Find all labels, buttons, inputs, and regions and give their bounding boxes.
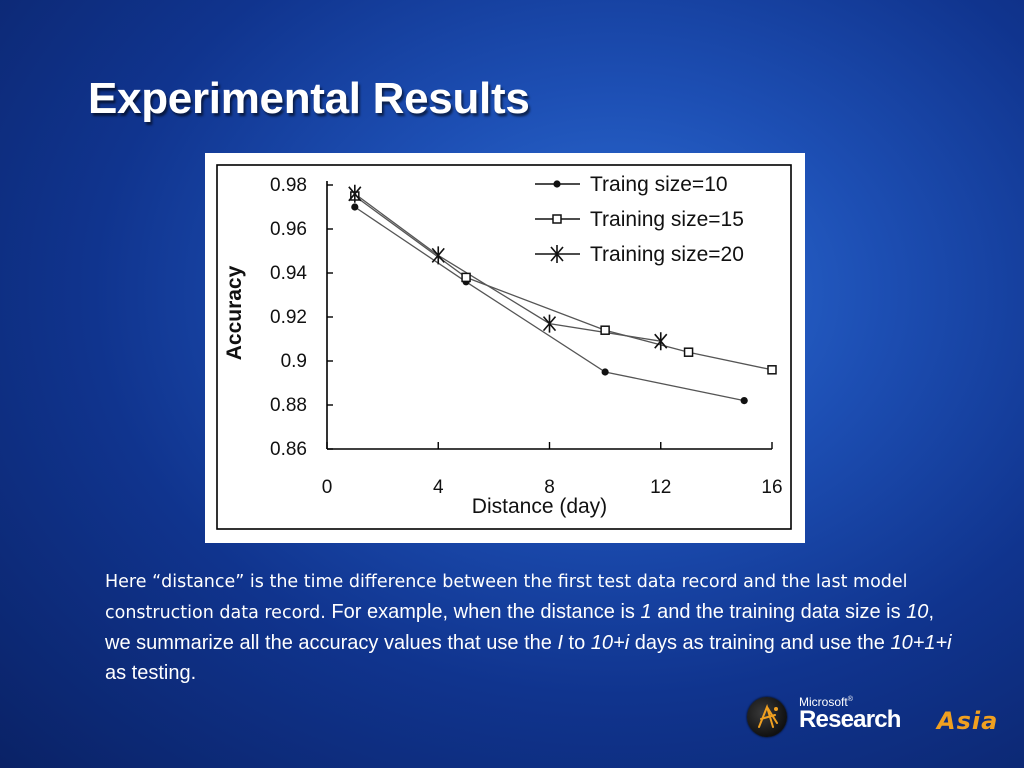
body-value-size: 10 xyxy=(906,601,929,623)
data-point xyxy=(553,180,561,188)
chart-border xyxy=(216,164,792,530)
legend-label: Traing size=10 xyxy=(590,173,728,196)
data-point xyxy=(542,314,557,333)
y-axis-label: Accuracy xyxy=(223,265,246,360)
y-tick-label: 0.86 xyxy=(270,439,307,460)
data-point xyxy=(683,347,694,357)
x-axis-label: Distance (day) xyxy=(472,495,607,518)
series-line xyxy=(354,206,745,402)
y-tick-label: 0.94 xyxy=(270,263,307,284)
accuracy-chart: 0.86 0.88 0.9 0.92 0.94 0.96 0.98 0 4 8 12 16 Distan… xyxy=(205,153,805,543)
logo-microsoft: Microsoft® xyxy=(799,695,853,709)
body-text-3: and the training data size is xyxy=(651,601,907,623)
body-value-end: 10+i xyxy=(590,632,630,654)
logo-research: Research xyxy=(799,706,901,733)
legend-label: Training size=20 xyxy=(590,243,744,266)
y-tick-label: 0.9 xyxy=(281,351,307,372)
y-tick-label: 0.92 xyxy=(270,307,307,328)
data-point xyxy=(550,245,564,263)
body-definition: Here “distance” is the time difference b… xyxy=(105,572,908,623)
x-tick-label: 12 xyxy=(650,477,671,498)
body-value-distance: 1 xyxy=(640,601,652,623)
legend-label: Training size=15 xyxy=(590,208,744,231)
y-tick-label: 0.96 xyxy=(270,219,307,240)
data-point xyxy=(552,214,562,224)
body-value-test: 10+1+i xyxy=(890,632,952,654)
slide-title: Experimental Results xyxy=(88,74,530,123)
data-point xyxy=(740,397,748,405)
body-text-4: , we summarize all the accuracy values t… xyxy=(105,601,934,654)
x-tick-label: 16 xyxy=(761,477,782,498)
y-tick-label: 0.88 xyxy=(270,395,307,416)
data-point xyxy=(348,184,362,203)
x-tick-label: 0 xyxy=(322,477,333,498)
data-point xyxy=(600,325,610,335)
data-point xyxy=(767,365,777,375)
msra-emblem-icon xyxy=(747,697,787,737)
body-value-start: I xyxy=(557,632,563,654)
data-point xyxy=(431,246,445,265)
y-tick-label: 0.98 xyxy=(270,175,307,196)
slide-body: Here “distance” is the time difference b… xyxy=(105,566,965,688)
data-point xyxy=(461,272,471,283)
msra-logo: Microsoft® Research Asia xyxy=(747,695,997,745)
body-text-7: as testing. xyxy=(105,662,197,684)
data-point xyxy=(351,203,359,211)
x-tick-label: 4 xyxy=(433,477,444,498)
body-text-2: For example, when the distance is xyxy=(325,601,641,623)
body-text-5: to xyxy=(563,632,591,654)
x-tick-label: 8 xyxy=(544,477,555,498)
logo-asia: Asia xyxy=(937,707,999,735)
body-text-6: days as training and use the xyxy=(629,632,891,654)
data-point xyxy=(654,332,668,351)
data-point xyxy=(601,368,609,376)
chart-svg: 0.86 0.88 0.9 0.92 0.94 0.96 0.98 0 4 8 12 16 Distan… xyxy=(216,164,792,530)
